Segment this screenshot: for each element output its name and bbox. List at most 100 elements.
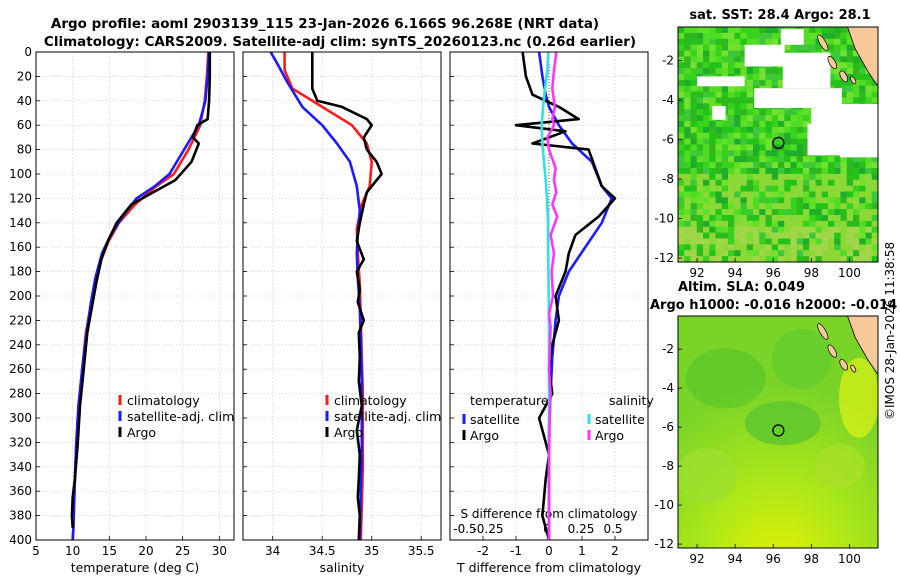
sst-cell <box>803 215 810 222</box>
sst-cell <box>740 197 748 204</box>
sst-cell <box>734 85 742 93</box>
sst-cell <box>834 191 842 198</box>
sst-cell <box>728 27 735 34</box>
sst-cell <box>753 256 760 262</box>
sst-cell <box>728 138 735 146</box>
sst-cell <box>796 197 804 204</box>
sst-cell <box>834 209 842 216</box>
sst-cell <box>865 197 873 204</box>
sst-cell <box>678 156 685 163</box>
sst-cell <box>740 115 748 122</box>
sst-cell <box>815 44 823 52</box>
sst-cell <box>853 220 860 228</box>
sst-cell <box>834 197 842 204</box>
map-frame <box>677 26 879 263</box>
sst-cell <box>746 203 754 210</box>
sst-cell <box>759 232 767 240</box>
sst-cell <box>871 220 878 228</box>
sst-cell <box>815 209 823 216</box>
sst-cell <box>771 168 779 175</box>
sst-cell <box>678 256 685 262</box>
sst-cell <box>790 250 798 257</box>
sst-cell <box>753 74 760 81</box>
sst-cell <box>734 115 742 122</box>
sst-cell <box>840 197 848 204</box>
sst-cell <box>721 250 729 257</box>
sst-cell <box>765 232 773 240</box>
sst-cell <box>715 121 723 128</box>
sst-cell <box>709 121 717 128</box>
sst-cell <box>740 150 748 157</box>
sst-cell <box>821 197 829 204</box>
sst-cell <box>865 256 873 262</box>
sst-cell <box>809 209 817 216</box>
sst-cell <box>796 226 804 234</box>
sst-cell <box>809 238 817 245</box>
sst-cell <box>690 209 698 216</box>
sst-cell <box>684 79 692 87</box>
sst-cell <box>840 156 848 163</box>
sst-cell <box>703 244 710 251</box>
sst-cell <box>740 97 748 104</box>
sst-cell <box>690 144 698 151</box>
sst-cell <box>715 50 723 57</box>
sst-cell <box>684 238 692 245</box>
sst-cell <box>778 244 785 251</box>
sst-cell <box>853 85 860 93</box>
sst-cell <box>796 203 804 210</box>
sst-cell <box>709 91 717 99</box>
sst-cell <box>721 215 729 222</box>
sst-cell <box>765 144 773 151</box>
sst-cell <box>871 226 878 234</box>
sst-cell <box>703 179 710 187</box>
sst-cell <box>721 62 729 69</box>
sst-cell <box>853 256 860 262</box>
land-island <box>817 34 829 52</box>
sst-cell <box>803 144 810 151</box>
sst-cell <box>840 168 848 175</box>
sst-cell <box>809 226 817 234</box>
sst-cell <box>784 256 792 262</box>
temperature-panel: 0 20 40 60 80 100 120 140 160 180 200 220 240 260 280 3… <box>9 45 235 575</box>
sst-cell <box>703 156 710 163</box>
sst-cell <box>753 168 760 175</box>
map-y-tick-label: -4 <box>662 93 674 107</box>
sst-cell <box>803 179 810 187</box>
sst-cell <box>771 209 779 216</box>
sst-cell <box>853 62 860 69</box>
sst-cell <box>715 203 723 210</box>
sst-cell <box>709 126 717 134</box>
sst-cell <box>721 126 729 134</box>
sst-cell <box>696 50 704 57</box>
sst-cell <box>771 191 779 198</box>
sst-cell <box>859 68 867 75</box>
sst-cell <box>740 179 748 187</box>
sst-cell <box>753 203 760 210</box>
sst-gap <box>744 44 785 67</box>
sst-cell <box>690 132 698 140</box>
sst-cell <box>815 220 823 228</box>
sst-cell <box>721 197 729 204</box>
sst-cell <box>734 68 742 75</box>
sla-blob <box>678 447 737 504</box>
sst-cell <box>703 250 710 257</box>
sst-cell <box>821 220 829 228</box>
map-subtitle: Argo h1000: -0.016 h2000: -0.014 <box>650 298 897 313</box>
sst-cell <box>728 209 735 216</box>
sst-cell <box>796 191 804 198</box>
sst-cell <box>821 173 829 181</box>
sst-cell <box>803 209 810 216</box>
sst-cell <box>778 179 785 187</box>
land-sumatra <box>847 27 878 87</box>
map-y-tick-label: -4 <box>662 381 674 395</box>
sst-cell <box>740 215 748 222</box>
sst-cell <box>721 173 729 181</box>
sst-cell <box>771 74 779 81</box>
sst-cell <box>690 62 698 69</box>
sst-cell <box>703 109 710 116</box>
sst-cell <box>815 250 823 257</box>
sst-cell <box>734 256 742 262</box>
sst-cell <box>721 132 729 140</box>
sst-cell <box>859 79 867 87</box>
sst-cell <box>715 209 723 216</box>
